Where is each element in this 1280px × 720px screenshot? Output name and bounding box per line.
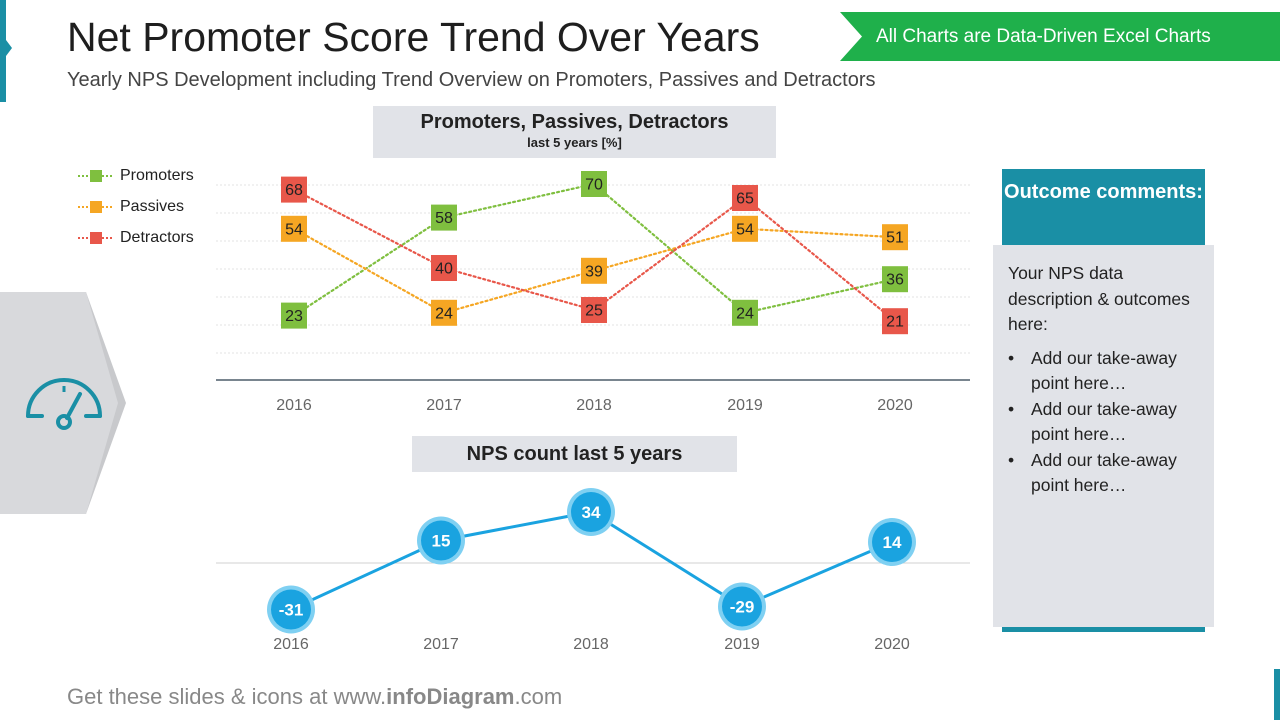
data-point-passives xyxy=(581,257,607,284)
data-point-promoters xyxy=(281,302,307,329)
chart2-x-tick-label: 2017 xyxy=(423,636,459,653)
outcome-points-list: Add our take-away point here… Add our ta… xyxy=(1008,346,1200,499)
left-accent-bar xyxy=(0,0,12,102)
outcome-point: Add our take-away point here… xyxy=(1008,346,1200,397)
footer-suffix: .com xyxy=(514,684,563,709)
chart1-x-tick-label: 2016 xyxy=(276,397,312,414)
data-point-promoters xyxy=(882,266,908,293)
footer-prefix: Get these slides & icons at www. xyxy=(67,684,387,709)
data-point-promoters xyxy=(431,204,457,231)
nps-data-label: -29 xyxy=(730,598,755,617)
chart1-title-box: Promoters, Passives, Detractors last 5 y… xyxy=(373,106,776,158)
data-label-promoters: 70 xyxy=(585,177,603,194)
chart2-x-tick-label: 2020 xyxy=(874,636,910,653)
footer-text: Get these slides & icons at www.infoDiag… xyxy=(67,684,562,710)
gauge-icon xyxy=(26,378,102,430)
data-label-detractors: 40 xyxy=(435,261,453,278)
legend-label-detractors: Detractors xyxy=(120,228,194,246)
side-hexagon-panel xyxy=(0,292,126,514)
outcome-description: Your NPS data description & outcomes her… xyxy=(1008,263,1190,334)
nps-point xyxy=(872,522,912,562)
data-point-promoters xyxy=(732,299,758,326)
chart2-x-tick-label: 2018 xyxy=(573,636,609,653)
data-point-detractors xyxy=(431,255,457,281)
outcome-point: Add our take-away point here… xyxy=(1008,397,1200,448)
nps-point xyxy=(421,520,461,561)
data-point-detractors xyxy=(732,185,758,211)
data-label-promoters: 36 xyxy=(886,272,904,289)
data-point-passives xyxy=(732,215,758,242)
outcome-panel: Your NPS data description & outcomes her… xyxy=(993,245,1214,627)
data-point-detractors xyxy=(882,308,908,335)
outcome-bottom-bar xyxy=(1002,627,1205,632)
data-point-passives xyxy=(882,224,908,251)
legend-marker-detractors xyxy=(78,231,112,244)
chart2-x-tick-label: 2016 xyxy=(273,636,309,653)
data-label-promoters: 23 xyxy=(285,308,303,325)
legend-item-passives: Passives xyxy=(78,191,194,222)
nps-point xyxy=(271,589,311,630)
series-line-promoters xyxy=(292,182,897,317)
data-point-passives xyxy=(281,215,307,242)
data-label-promoters: 58 xyxy=(435,210,453,227)
legend-item-promoters: Promoters xyxy=(78,160,194,191)
data-label-passives: 39 xyxy=(585,263,603,280)
corner-accent-bar xyxy=(1274,669,1280,720)
nps-point xyxy=(571,492,611,532)
data-label-detractors: 21 xyxy=(886,314,904,331)
chart1-subtitle: last 5 years [%] xyxy=(527,135,622,150)
nps-data-label: 15 xyxy=(432,532,451,551)
data-point-detractors xyxy=(281,176,307,203)
data-label-passives: 54 xyxy=(736,221,754,238)
page-title: Net Promoter Score Trend Over Years xyxy=(67,14,760,60)
data-driven-badge: All Charts are Data-Driven Excel Charts xyxy=(840,12,1280,61)
legend-marker-passives xyxy=(78,200,112,213)
data-point-passives xyxy=(431,299,457,326)
chart2-x-tick-label: 2019 xyxy=(724,636,760,653)
data-label-detractors: 68 xyxy=(285,182,303,199)
page-subtitle: Yearly NPS Development including Trend O… xyxy=(67,69,876,91)
data-label-passives: 24 xyxy=(435,305,453,322)
nps-data-label: 14 xyxy=(883,533,902,552)
chart2-title: NPS count last 5 years xyxy=(412,436,737,472)
outcome-heading: Outcome comments: xyxy=(1002,169,1205,245)
data-label-detractors: 65 xyxy=(736,191,754,208)
outcome-point: Add our take-away point here… xyxy=(1008,448,1200,499)
legend-marker-promoters xyxy=(78,169,112,182)
legend-label-promoters: Promoters xyxy=(120,166,194,184)
chart1-x-tick-label: 2017 xyxy=(426,397,462,414)
footer-brand: infoDiagram xyxy=(386,684,515,709)
data-label-passives: 54 xyxy=(285,221,303,238)
nps-data-label: 34 xyxy=(582,503,601,522)
data-point-promoters xyxy=(581,171,607,197)
chart1-x-tick-label: 2019 xyxy=(727,397,763,414)
nps-data-label: -31 xyxy=(279,601,304,620)
data-label-promoters: 24 xyxy=(736,305,754,322)
nps-point xyxy=(722,586,762,627)
legend-label-passives: Passives xyxy=(120,197,185,215)
data-label-passives: 51 xyxy=(886,230,904,247)
chart1-x-tick-label: 2018 xyxy=(576,397,612,414)
chart1-x-tick-label: 2020 xyxy=(877,397,913,414)
data-point-detractors xyxy=(581,297,607,323)
chart1-legend: Promoters Passives Detractors xyxy=(78,160,194,253)
chart1-title: Promoters, Passives, Detractors xyxy=(420,111,729,133)
data-label-detractors: 25 xyxy=(585,303,603,320)
legend-item-detractors: Detractors xyxy=(78,222,194,253)
